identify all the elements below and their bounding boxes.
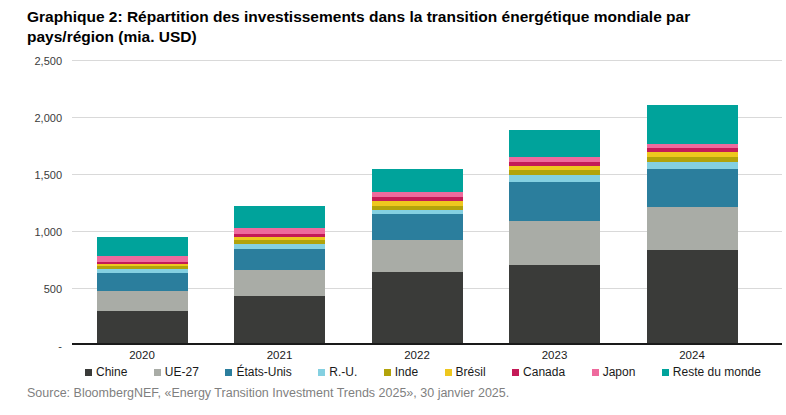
legend-item-Canada: Canada <box>512 365 565 379</box>
bar-segment-2023-UE-27 <box>509 221 600 265</box>
legend: Chine UE-27 États-Unis R.-U. Inde Brésil Canad… <box>85 365 761 379</box>
x-tick-label: 2024 <box>647 349 738 361</box>
bar-segment-2022-États-Unis <box>372 214 463 241</box>
gridline <box>72 60 782 61</box>
legend-item-Inde: Inde <box>384 365 418 379</box>
legend-item-R.-U.: R.-U. <box>318 365 357 379</box>
legend-swatch <box>225 369 232 376</box>
legend-swatch <box>662 369 669 376</box>
y-tick-label: 500 <box>0 283 62 295</box>
bar-segment-2021-Reste du monde <box>234 206 325 228</box>
legend-label: Reste du monde <box>673 365 761 379</box>
legend-swatch <box>154 369 161 376</box>
bar-segment-2021-UE-27 <box>234 270 325 296</box>
y-tick-label: 1,000 <box>0 226 62 238</box>
bar-segment-2024-UE-27 <box>647 207 738 250</box>
source-note: Source: BloombergNEF, «Energy Transition… <box>27 386 509 400</box>
legend-label: Japon <box>603 365 636 379</box>
bar-2023 <box>509 130 600 343</box>
bar-segment-2020-Chine <box>97 311 188 343</box>
legend-label: Inde <box>395 365 418 379</box>
bar-segment-2022-Reste du monde <box>372 169 463 192</box>
bar-segment-2024-Reste du monde <box>647 105 738 144</box>
legend-swatch <box>512 369 519 376</box>
bar-2020 <box>97 237 188 343</box>
bar-segment-2024-États-Unis <box>647 169 738 207</box>
x-tick-label: 2020 <box>97 349 188 361</box>
legend-item-UE-27: UE-27 <box>154 365 199 379</box>
bar-segment-2021-États-Unis <box>234 249 325 270</box>
bar-segment-2022-UE-27 <box>372 240 463 272</box>
legend-item-Reste du monde: Reste du monde <box>662 365 761 379</box>
legend-swatch <box>85 369 92 376</box>
bar-segment-2023-R.-U. <box>509 175 600 182</box>
legend-item-Brésil: Brésil <box>445 365 486 379</box>
legend-label: R.-U. <box>329 365 357 379</box>
bar-segment-2024-Chine <box>647 250 738 343</box>
legend-item-États-Unis: États-Unis <box>225 365 291 379</box>
y-tick-label: 2,500 <box>0 55 62 67</box>
bar-segment-2023-Reste du monde <box>509 130 600 157</box>
y-tick-label: 2,000 <box>0 112 62 124</box>
bar-segment-2024-R.-U. <box>647 162 738 169</box>
bar-2024 <box>647 105 738 343</box>
x-tick-label: 2023 <box>509 349 600 361</box>
legend-label: Chine <box>96 365 127 379</box>
bar-segment-2023-Chine <box>509 265 600 343</box>
legend-label: Canada <box>523 365 565 379</box>
legend-label: UE-27 <box>165 365 199 379</box>
bar-2022 <box>372 169 463 343</box>
legend-label: Brésil <box>456 365 486 379</box>
legend-swatch <box>445 369 452 376</box>
bar-segment-2020-Reste du monde <box>97 237 188 256</box>
chart-title: Graphique 2: Répartition des investissem… <box>27 7 779 47</box>
legend-swatch <box>384 369 391 376</box>
plot-area <box>72 60 782 345</box>
bar-segment-2023-États-Unis <box>509 182 600 221</box>
bar-segment-2020-États-Unis <box>97 273 188 291</box>
x-tick-label: 2021 <box>234 349 325 361</box>
bar-segment-2022-Chine <box>372 272 463 343</box>
bar-segment-2021-Chine <box>234 296 325 343</box>
legend-swatch <box>592 369 599 376</box>
x-axis: 2020 2021 2022 2023 2024 <box>0 349 786 363</box>
bar-2021 <box>234 206 325 343</box>
legend-item-Chine: Chine <box>85 365 127 379</box>
legend-item-Japon: Japon <box>592 365 636 379</box>
bar-segment-2020-UE-27 <box>97 291 188 311</box>
legend-label: États-Unis <box>236 365 291 379</box>
x-tick-label: 2022 <box>372 349 463 361</box>
legend-swatch <box>318 369 325 376</box>
y-tick-label: 1,500 <box>0 169 62 181</box>
